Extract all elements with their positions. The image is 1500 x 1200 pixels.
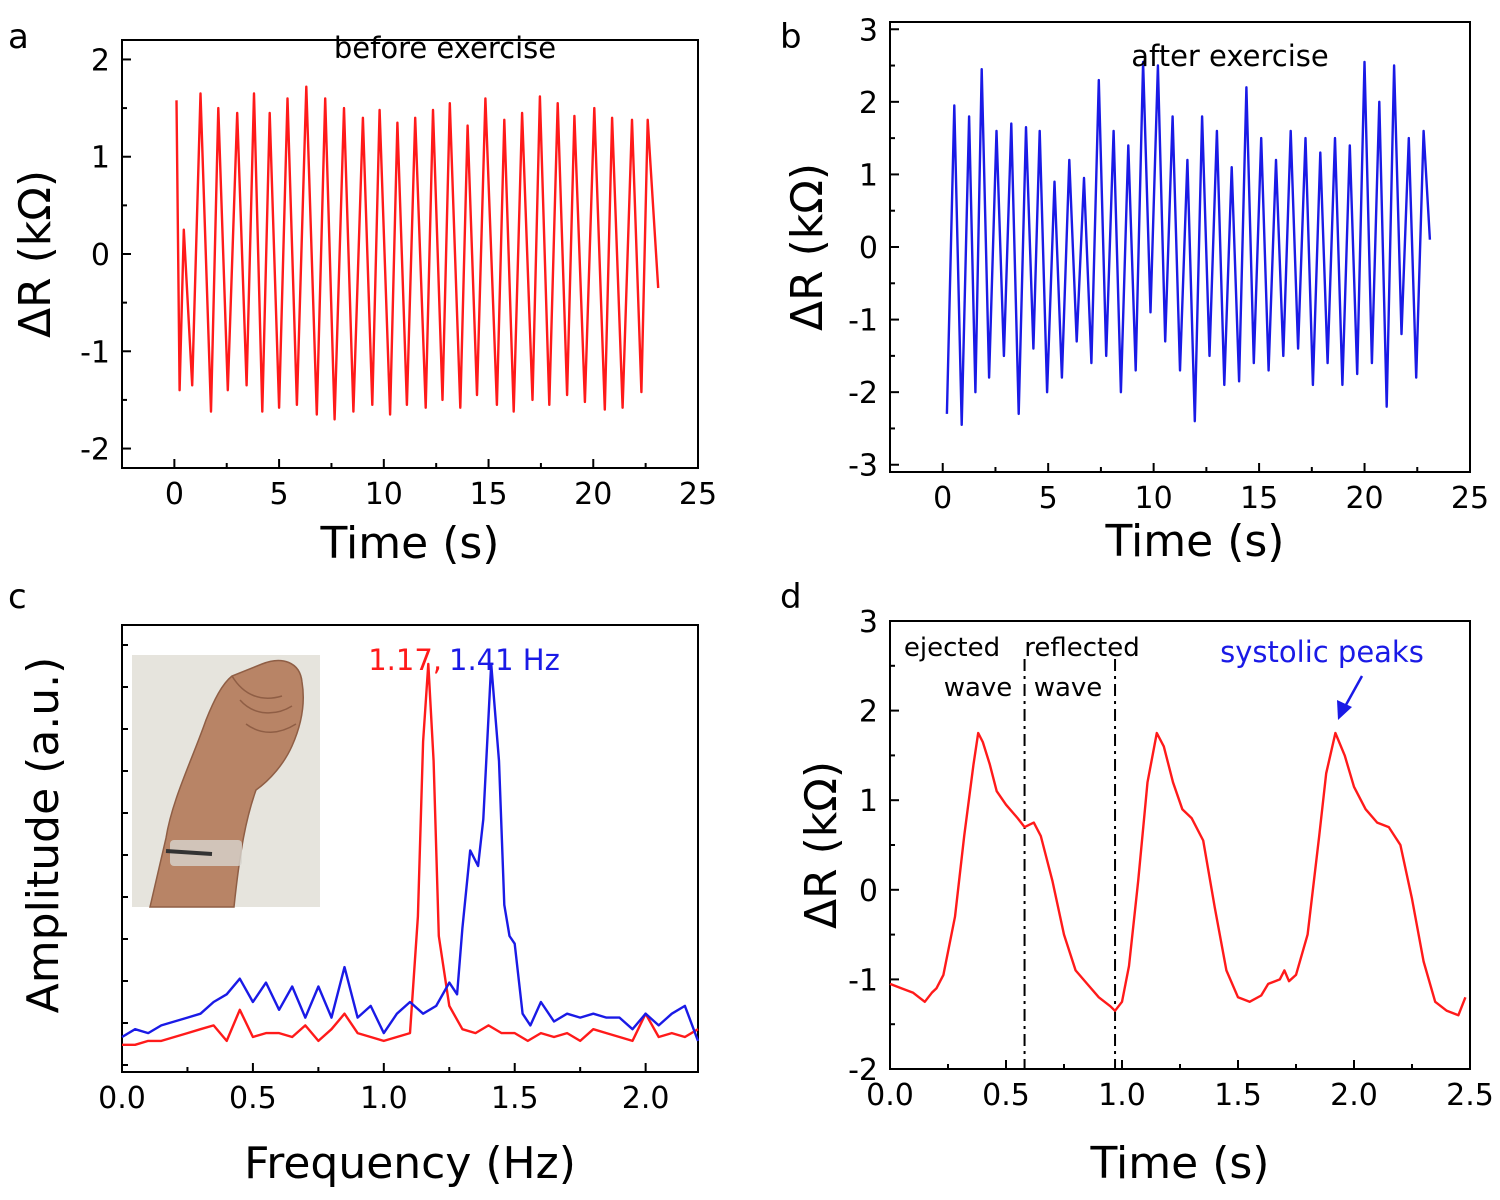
systolic-arrow-head bbox=[1337, 700, 1352, 720]
x-ticks-b: 0 5 10 15 20 25 bbox=[933, 463, 1489, 516]
y-tick-label: -1 bbox=[80, 335, 110, 370]
x-ticks-d: 0.0 0.5 1.0 1.5 2.0 2.5 bbox=[866, 1060, 1494, 1113]
annotation-reflected-wave: wave bbox=[1034, 673, 1103, 703]
x-tick-label: 10 bbox=[365, 477, 403, 512]
y-tick-label: 3 bbox=[859, 13, 878, 48]
annotation-systolic-peaks: systolic peaks bbox=[1220, 635, 1424, 669]
y-tick-label: 2 bbox=[859, 695, 878, 730]
y-ticks-b: -3 -2 -1 0 1 2 3 bbox=[848, 13, 899, 484]
y-axis-title-c: Amplitude (a.u.) bbox=[18, 657, 69, 1014]
y-tick-label: 0 bbox=[859, 231, 878, 266]
series-layer-d bbox=[889, 731, 1467, 1017]
annotation-after-exercise: after exercise bbox=[1131, 39, 1329, 73]
y-tick-label: 0 bbox=[859, 874, 878, 909]
x-tick-label: 25 bbox=[1451, 481, 1489, 516]
x-tick-label: 0 bbox=[165, 477, 184, 512]
x-tick-label: 0.5 bbox=[229, 1081, 277, 1116]
y-ticks-d: -2 -1 0 1 2 3 bbox=[848, 605, 899, 1088]
y-tick-label: 3 bbox=[859, 605, 878, 640]
x-tick-label: 2.5 bbox=[1446, 1078, 1494, 1113]
x-tick-label: 1.5 bbox=[491, 1081, 539, 1116]
y-tick-label: -1 bbox=[848, 963, 878, 998]
x-axis-title-a: Time (s) bbox=[320, 518, 500, 569]
peak-label-before: 1.17, bbox=[368, 643, 442, 677]
y-ticks-a: -2 -1 0 1 2 bbox=[80, 43, 131, 468]
plot-frame-a bbox=[121, 39, 699, 469]
plot-frame-c bbox=[121, 624, 699, 1073]
series-layer-c bbox=[121, 662, 700, 1047]
series-layer-a bbox=[175, 85, 660, 421]
x-tick-label: 1.0 bbox=[1098, 1078, 1146, 1113]
y-axis-title-b: ΔR (kΩ) bbox=[782, 163, 833, 331]
x-tick-label: 1.5 bbox=[1214, 1078, 1262, 1113]
series-line-after-exercise bbox=[121, 662, 700, 1042]
y-tick-label: -2 bbox=[848, 1053, 878, 1088]
y-tick-label: 0 bbox=[91, 238, 110, 273]
panel-letter-c: c bbox=[8, 577, 27, 617]
y-tick-label: 1 bbox=[859, 784, 878, 819]
x-tick-label: 0 bbox=[933, 481, 952, 516]
series-line-before-exercise bbox=[175, 85, 660, 421]
panel-b: b 0 5 10 15 20 25 -3 -2 -1 0 1 2 3 after exercise T… bbox=[780, 13, 1489, 567]
y-tick-label: -2 bbox=[80, 433, 110, 468]
y-tick-label: 1 bbox=[859, 158, 878, 193]
panel-letter-d: d bbox=[780, 577, 802, 617]
knuckle-lines bbox=[231, 675, 297, 733]
x-tick-label: 15 bbox=[1240, 481, 1278, 516]
y-tick-label: 2 bbox=[859, 86, 878, 121]
annotation-ejected: ejected bbox=[904, 633, 1000, 663]
series-layer-b bbox=[945, 60, 1432, 426]
x-ticks-c: 0.0 0.5 1.0 1.5 2.0 bbox=[98, 1063, 669, 1116]
x-tick-label: 0.0 bbox=[866, 1078, 914, 1113]
panel-letter-b: b bbox=[780, 17, 802, 57]
y-axis-title-a: ΔR (kΩ) bbox=[10, 170, 61, 338]
vline-layer-d bbox=[1023, 659, 1117, 1069]
y-tick-label: 2 bbox=[91, 43, 110, 78]
panel-a: a 0 5 10 15 20 25 -2 -1 0 1 2 before exercise Tim… bbox=[8, 17, 717, 569]
peak-label-after: 1.41 Hz bbox=[449, 643, 560, 677]
x-tick-label: 25 bbox=[679, 477, 717, 512]
series-line-after-exercise bbox=[945, 60, 1432, 426]
sensor-wire bbox=[165, 849, 213, 856]
annotation-reflected: reflected bbox=[1024, 633, 1139, 663]
x-tick-label: 20 bbox=[574, 477, 612, 512]
panel-d: d 0.0 0.5 1.0 1.5 2.0 2.5 -2 -1 0 1 2 3 ejected wa… bbox=[780, 577, 1494, 1189]
wrist-photo-inset bbox=[132, 655, 320, 908]
x-axis-title-b: Time (s) bbox=[1105, 516, 1285, 567]
y-tick-label: -2 bbox=[848, 376, 878, 411]
panel-letter-a: a bbox=[8, 17, 29, 57]
x-axis-title-d: Time (s) bbox=[1090, 1138, 1270, 1189]
x-ticks-a: 0 5 10 15 20 25 bbox=[165, 459, 717, 512]
x-tick-label: 2.0 bbox=[622, 1081, 670, 1116]
annotation-before-exercise: before exercise bbox=[334, 31, 556, 65]
x-tick-label: 2.0 bbox=[1330, 1078, 1378, 1113]
y-axis-title-d: ΔR (kΩ) bbox=[796, 761, 847, 929]
x-tick-label: 5 bbox=[270, 477, 289, 512]
x-tick-label: 0.0 bbox=[98, 1081, 146, 1116]
y-tick-label: 1 bbox=[91, 141, 110, 176]
annotation-ejected-wave: wave bbox=[944, 673, 1013, 703]
series-line-pulse-waveform bbox=[889, 731, 1467, 1017]
x-tick-label: 20 bbox=[1345, 481, 1383, 516]
x-tick-label: 1.0 bbox=[360, 1081, 408, 1116]
y-tick-label: -1 bbox=[848, 304, 878, 339]
x-tick-label: 15 bbox=[469, 477, 507, 512]
y-ticks-c bbox=[122, 644, 128, 1066]
panel-c: c 0.0 0.5 1.0 1.5 2.0 1.17, 1.41 Hz Frequenc… bbox=[8, 577, 700, 1189]
x-axis-title-c: Frequency (Hz) bbox=[244, 1138, 576, 1189]
x-tick-label: 10 bbox=[1135, 481, 1173, 516]
series-line-before-exercise bbox=[122, 662, 699, 1047]
x-tick-label: 0.5 bbox=[982, 1078, 1030, 1113]
y-tick-label: -3 bbox=[848, 449, 878, 484]
x-tick-label: 5 bbox=[1039, 481, 1058, 516]
systolic-arrow bbox=[1337, 675, 1364, 720]
